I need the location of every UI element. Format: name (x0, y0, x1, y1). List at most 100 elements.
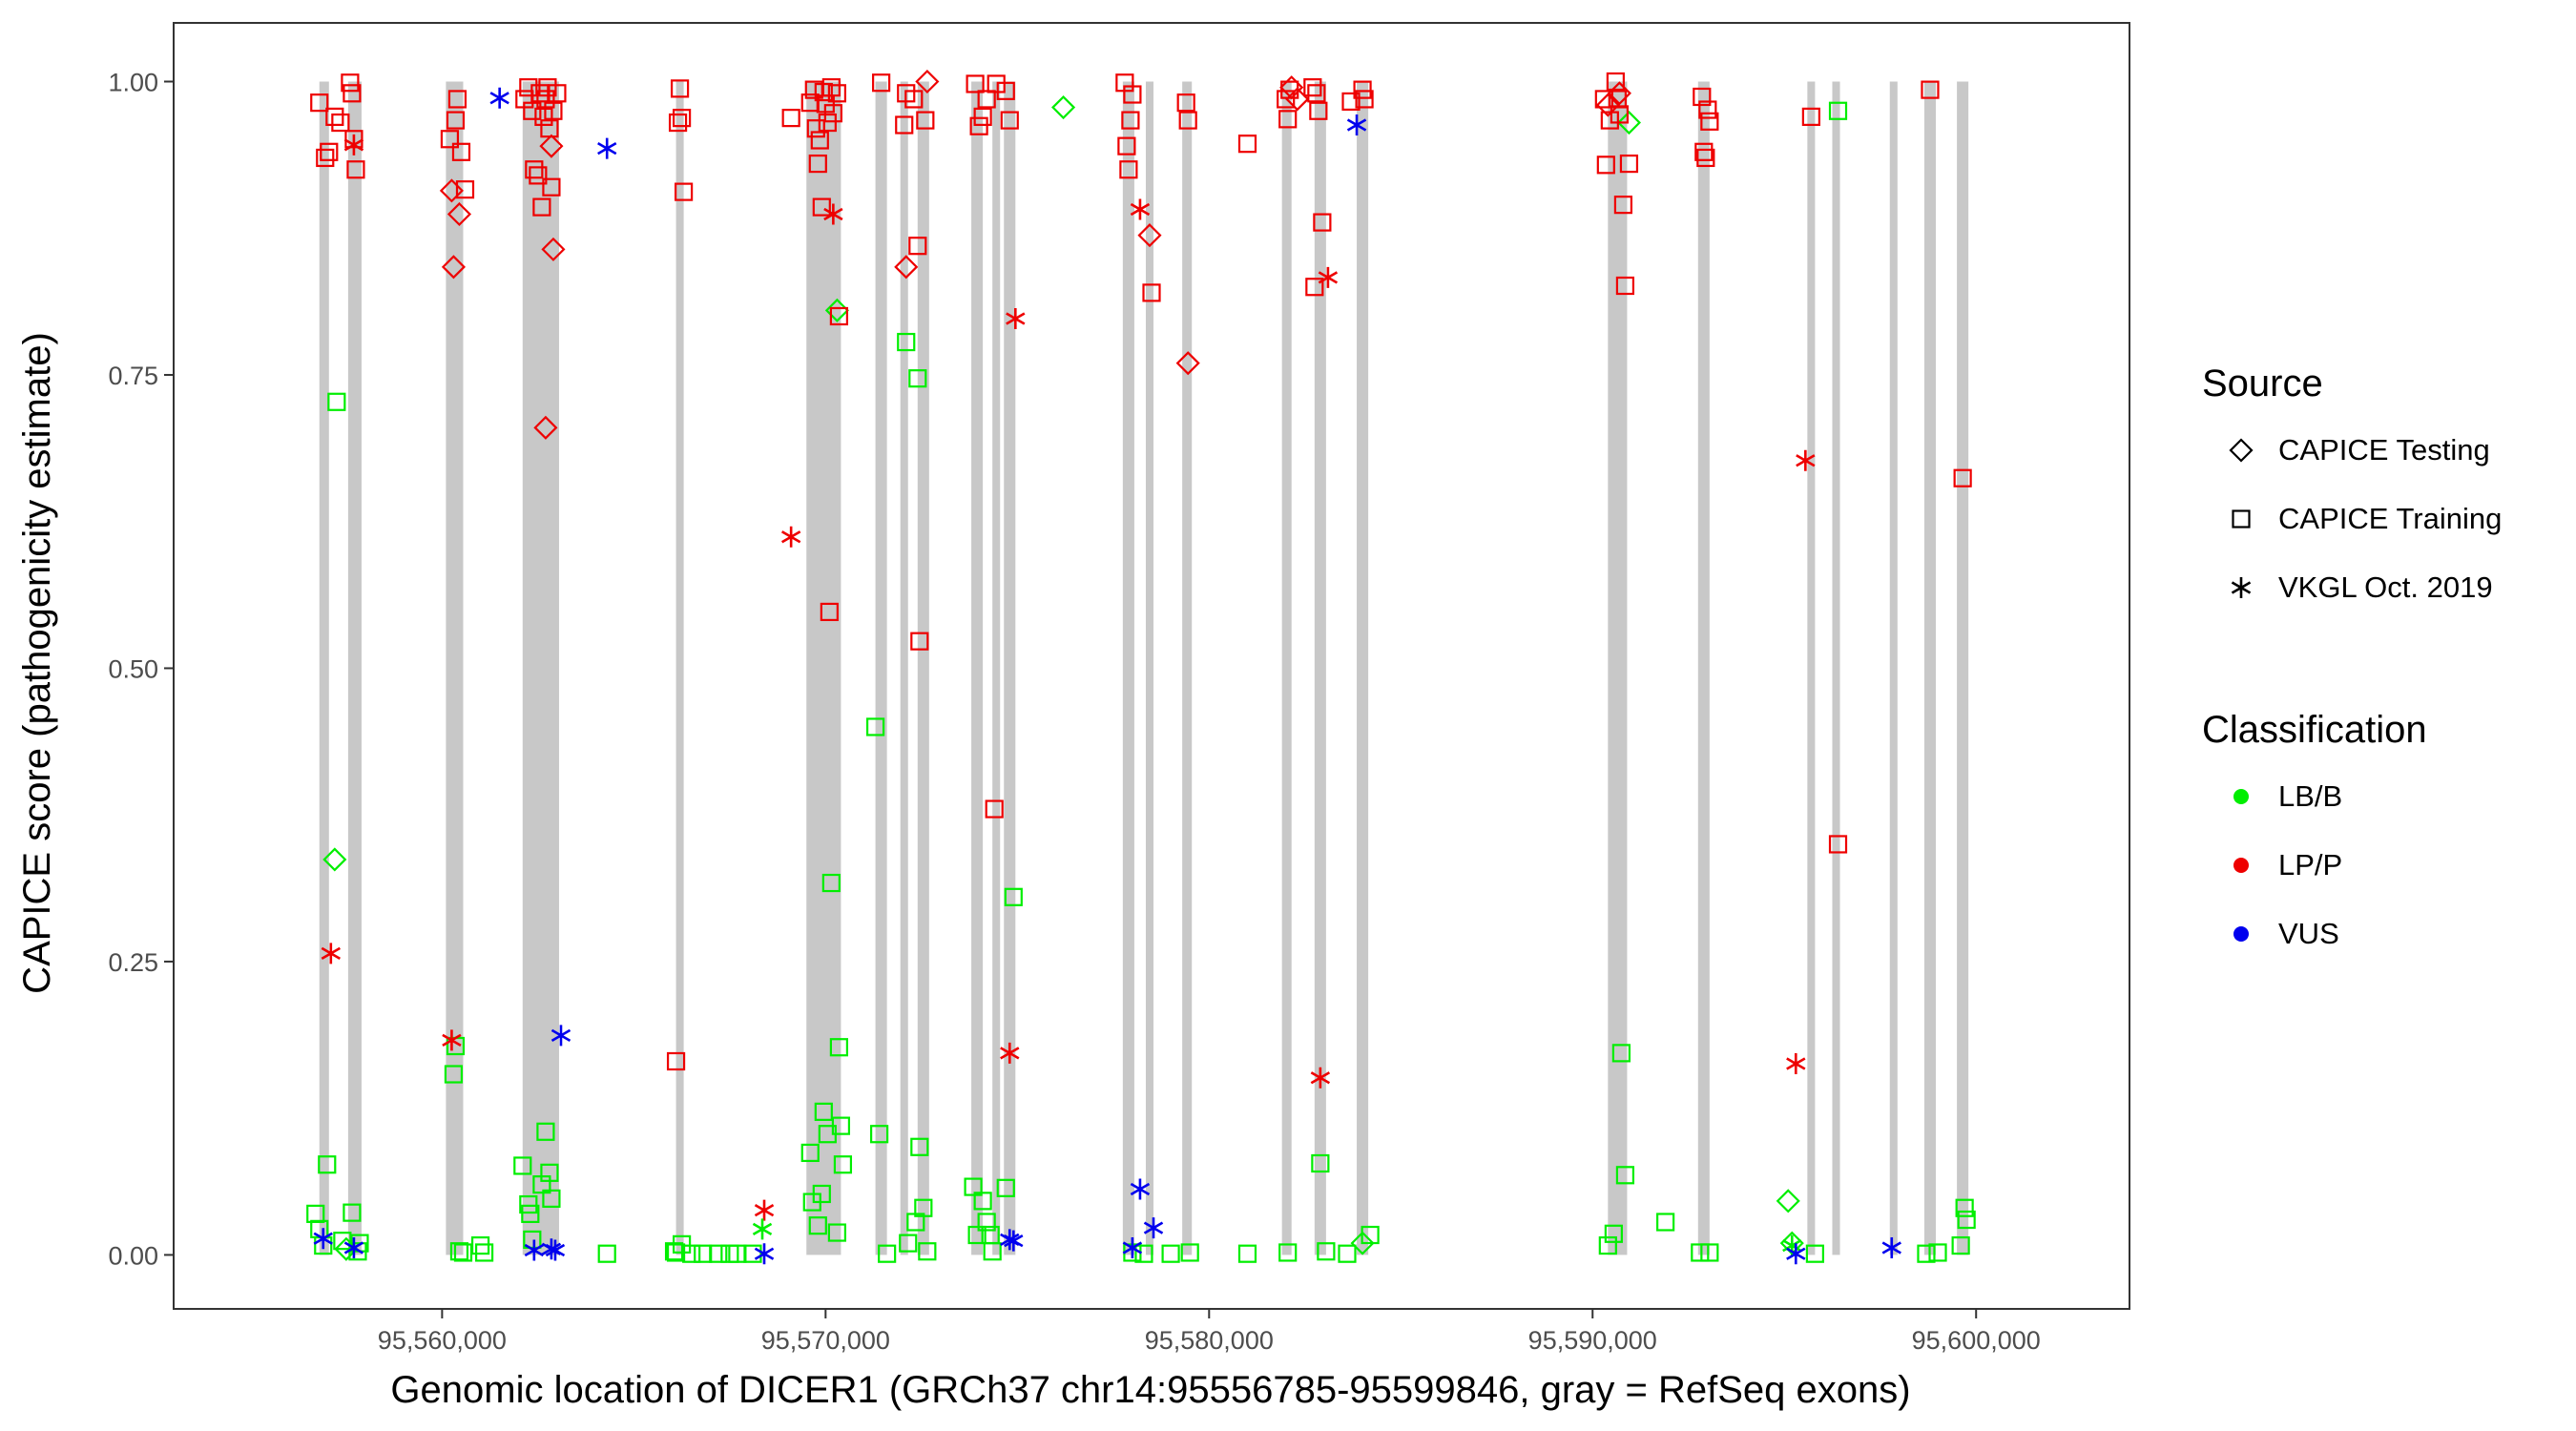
exon-band (1182, 81, 1193, 1255)
data-point (908, 237, 927, 256)
exon-band (992, 81, 1001, 1255)
exon-band (1357, 81, 1369, 1255)
data-point (1311, 1153, 1330, 1173)
data-point (321, 943, 341, 964)
data-point (1307, 84, 1326, 103)
data-point (694, 1244, 713, 1263)
data-point (754, 1243, 775, 1265)
data-point (818, 113, 837, 133)
data-point (513, 1156, 532, 1175)
data-point (1801, 107, 1820, 126)
exon-band (1145, 81, 1154, 1255)
data-point (915, 69, 940, 94)
data-point (977, 90, 996, 109)
data-point (521, 1204, 540, 1223)
data-point (916, 111, 935, 130)
data-point (474, 1243, 494, 1262)
data-point (1050, 94, 1076, 120)
data-point (1346, 114, 1367, 136)
data-point (1596, 156, 1615, 175)
data-point (318, 1155, 337, 1174)
data-point (1237, 135, 1257, 154)
data-point (823, 104, 842, 123)
series-capice-testing-lp-p (439, 69, 1631, 440)
data-point (969, 116, 988, 135)
axes: 95,560,000 95,570,000 95,580,000 95,590,000… (108, 68, 2040, 1355)
data-point (1130, 198, 1151, 220)
exon-band (971, 81, 984, 1255)
data-point (910, 1137, 929, 1156)
data-point (1881, 1237, 1901, 1259)
data-point (1698, 100, 1717, 119)
data-point (1595, 93, 1620, 117)
data-point (1341, 92, 1361, 112)
data-point (1604, 1224, 1623, 1243)
data-point (895, 115, 914, 135)
data-point (442, 1029, 462, 1051)
data-point (470, 1235, 490, 1255)
data-point (987, 74, 1006, 93)
x-tick-label: 95,590,000 (1528, 1326, 1657, 1355)
data-point (597, 1244, 616, 1263)
data-point (806, 119, 825, 138)
data-point (781, 109, 800, 128)
data-point (551, 1025, 571, 1047)
data-point (1237, 1244, 1257, 1263)
exon-band (1314, 81, 1326, 1255)
data-point (534, 107, 553, 126)
data-point (823, 203, 843, 225)
data-point (1693, 87, 1712, 107)
data-point (1175, 351, 1200, 376)
data-point (1130, 1178, 1151, 1200)
data-point (1123, 85, 1142, 104)
data-point (800, 1143, 820, 1163)
data-point (542, 177, 561, 197)
data-point (1305, 278, 1324, 297)
data-point (519, 1194, 538, 1214)
data-point (821, 873, 841, 893)
legend-key-lp-p-dot-icon (2233, 858, 2249, 873)
data-point (682, 1244, 701, 1263)
data-point (597, 137, 617, 159)
x-axis-title: Genomic location of DICER1 (GRCh37 chr14… (390, 1369, 1910, 1411)
data-point (829, 306, 849, 326)
data-point (1004, 1230, 1024, 1252)
data-point (316, 148, 335, 168)
data-point (523, 101, 542, 120)
y-tick-label: 0.75 (108, 362, 158, 390)
data-point (1951, 1235, 1970, 1255)
exon-band (522, 81, 559, 1255)
data-point (780, 526, 801, 548)
exon-band (446, 81, 464, 1255)
series-capice-training-lp-p (310, 72, 1972, 1071)
exon-band (1122, 81, 1134, 1255)
y-axis-title: CAPICE score (pathogenicity estimate) (16, 332, 58, 994)
data-point (1786, 1052, 1806, 1074)
data-point (1700, 1243, 1719, 1262)
data-point (865, 717, 885, 736)
data-point (985, 799, 1004, 819)
data-point (833, 1155, 853, 1174)
data-point (447, 90, 467, 109)
data-point (540, 119, 559, 138)
data-point (1776, 1189, 1800, 1213)
data-point (814, 1102, 833, 1121)
data-point (1000, 1042, 1020, 1064)
series-vkgl-oct-2019-lp-p (321, 134, 1816, 1221)
legend-classification-title: Classification (2202, 709, 2427, 751)
data-point (1303, 78, 1322, 97)
data-point (1119, 160, 1138, 179)
data-point (1917, 1244, 1936, 1263)
data-point (524, 1239, 545, 1261)
data-point (899, 1234, 918, 1253)
data-point (812, 197, 831, 217)
data-point (973, 107, 992, 126)
data-point (1921, 80, 1940, 99)
data-point (1953, 468, 1972, 487)
data-point (1696, 148, 1715, 168)
exon-band (1807, 81, 1816, 1255)
series-capice-training-lb-b (306, 101, 1976, 1263)
data-point (440, 130, 460, 149)
exon-band (1281, 81, 1292, 1255)
